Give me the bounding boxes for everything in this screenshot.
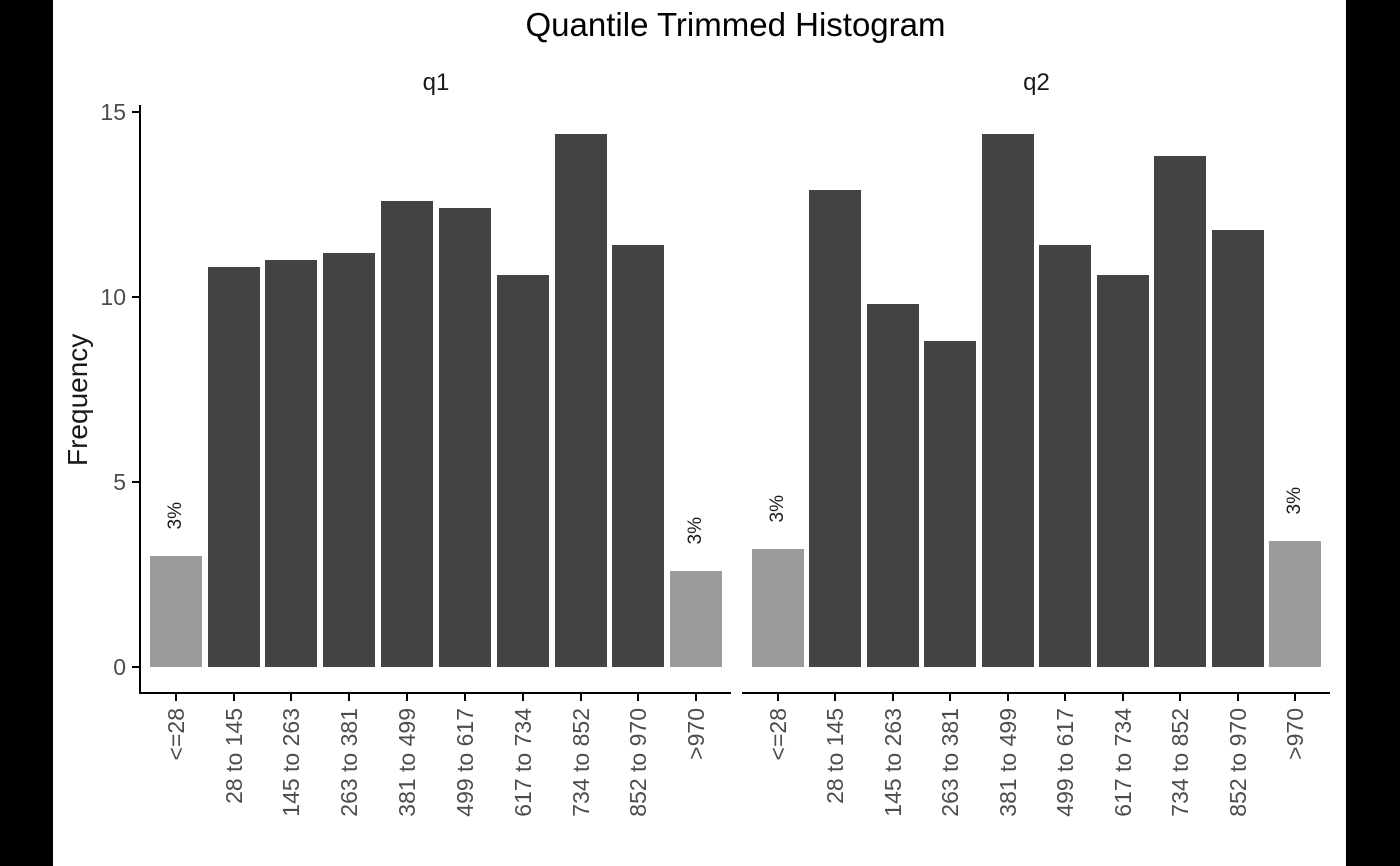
histogram-bar [265, 260, 317, 667]
x-tick-mark [580, 694, 582, 701]
x-tick-mark [464, 694, 466, 701]
bar-percent-label: 3% [767, 494, 788, 522]
x-tick-mark [949, 694, 951, 701]
y-axis-title: Frequency [62, 333, 93, 467]
histogram-bar [1154, 156, 1206, 667]
histogram-bar [1212, 230, 1264, 667]
x-tick-mark [1064, 694, 1066, 701]
histogram-bar [982, 134, 1034, 667]
x-tick-label: 145 to 263 [278, 708, 304, 817]
histogram-bar [555, 134, 607, 667]
facet-strip-label: q1 [422, 69, 450, 96]
x-tick-mark [892, 694, 894, 701]
y-tick-mark [132, 111, 139, 113]
x-tick-mark [1237, 694, 1239, 701]
x-tick-label: 499 to 617 [1052, 708, 1078, 817]
bar-percent-label: 3% [1284, 486, 1305, 514]
x-tick-mark [1122, 694, 1124, 701]
y-tick-mark [132, 296, 139, 298]
histogram-bar [924, 341, 976, 667]
histogram-bar [612, 245, 664, 667]
y-tick-label: 0 [113, 654, 126, 680]
trimmed-histogram-bar [752, 549, 804, 667]
x-tick-label: 734 to 852 [1167, 708, 1193, 817]
x-tick-label: 499 to 617 [452, 708, 478, 817]
x-tick-label: >970 [1282, 708, 1308, 760]
histogram-bar [809, 190, 861, 667]
y-axis-line [139, 105, 141, 694]
x-axis-line [742, 692, 1330, 694]
x-tick-label: 263 to 381 [937, 708, 963, 817]
x-tick-mark [290, 694, 292, 701]
trimmed-histogram-bar [670, 571, 722, 667]
y-tick-label: 15 [100, 99, 126, 125]
histogram-bar [867, 304, 919, 667]
x-tick-mark [1179, 694, 1181, 701]
x-tick-label: 145 to 263 [880, 708, 906, 817]
y-tick-mark [132, 666, 139, 668]
x-tick-mark [695, 694, 697, 701]
chart-title: Quantile Trimmed Histogram [525, 6, 946, 43]
x-tick-label: 381 to 499 [995, 708, 1021, 817]
histogram-bar [439, 208, 491, 667]
x-tick-label: 617 to 734 [1110, 708, 1136, 817]
x-tick-mark [233, 694, 235, 701]
x-tick-mark [175, 694, 177, 701]
x-tick-mark [1294, 694, 1296, 701]
histogram-bar [1039, 245, 1091, 667]
trimmed-histogram-bar [150, 556, 202, 667]
x-tick-label: 734 to 852 [568, 708, 594, 817]
histogram-bar [1097, 275, 1149, 667]
x-tick-label: 617 to 734 [510, 708, 536, 817]
x-tick-mark [637, 694, 639, 701]
x-tick-label: 263 to 381 [336, 708, 362, 817]
x-axis-line [139, 692, 731, 694]
histogram-bar [381, 201, 433, 667]
x-tick-label: >970 [683, 708, 709, 760]
facet-strip-label: q2 [1023, 69, 1050, 96]
x-tick-mark [777, 694, 779, 701]
y-tick-label: 10 [100, 284, 126, 310]
histogram-bar [497, 275, 549, 667]
x-tick-label: 852 to 970 [625, 708, 651, 817]
x-tick-label: 28 to 145 [221, 708, 247, 804]
y-tick-label: 5 [113, 469, 126, 495]
x-tick-mark [348, 694, 350, 701]
trimmed-histogram-bar [1269, 541, 1321, 667]
x-tick-label: <=28 [163, 708, 189, 761]
x-tick-label: 381 to 499 [394, 708, 420, 817]
bar-percent-label: 3% [685, 516, 706, 544]
bar-percent-label: 3% [165, 501, 186, 529]
x-tick-label: 28 to 145 [822, 708, 848, 804]
histogram-bar [323, 253, 375, 667]
x-tick-label: 852 to 970 [1225, 708, 1251, 817]
y-tick-mark [132, 481, 139, 483]
x-tick-label: <=28 [765, 708, 791, 761]
x-tick-mark [522, 694, 524, 701]
x-tick-mark [834, 694, 836, 701]
histogram-bar [208, 267, 260, 667]
x-tick-mark [1007, 694, 1009, 701]
x-tick-mark [406, 694, 408, 701]
